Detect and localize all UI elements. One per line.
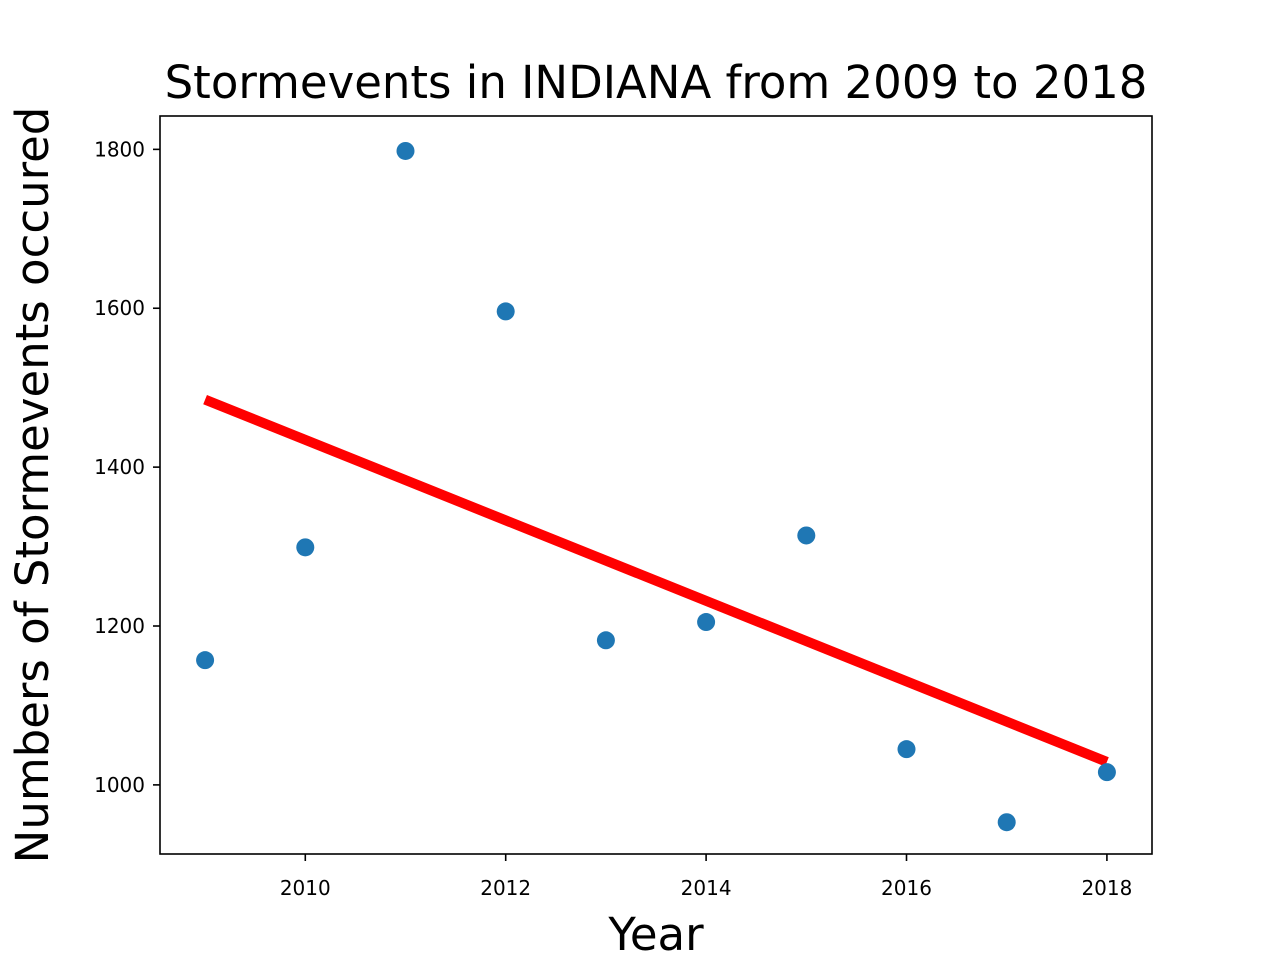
x-tick-label: 2012 [480,876,531,900]
data-point [196,651,215,670]
data-point [697,613,716,632]
data-point [997,813,1016,832]
trend-line [203,394,1109,767]
y-axis-label: Numbers of Stormevents occured [6,107,59,864]
x-tick-label: 2014 [681,876,732,900]
data-point [897,740,916,759]
data-point [797,526,816,545]
y-tick-label: 1400 [94,455,145,479]
x-tick-label: 2016 [881,876,932,900]
y-axis-ticks: 1000 1200 1400 1600 1800 [94,137,160,797]
y-tick-label: 1800 [94,137,145,161]
trend-line-layer [203,394,1109,767]
data-point [496,302,515,321]
data-point [296,538,315,557]
y-tick-label: 1600 [94,296,145,320]
x-tick-label: 2018 [1081,876,1132,900]
data-points-layer [196,141,1116,832]
data-point [396,141,415,160]
x-axis-label: Year [607,908,704,960]
x-axis-ticks: 2010 2012 2014 2016 2018 [280,854,1132,900]
x-tick-label: 2010 [280,876,331,900]
data-point [596,631,615,650]
y-tick-label: 1000 [94,773,145,797]
y-tick-label: 1200 [94,614,145,638]
plot-frame [159,115,1153,855]
chart-title: Stormevents in INDIANA from 2009 to 2018 [165,56,1148,109]
data-point [1097,763,1116,782]
plot-area [159,115,1153,855]
